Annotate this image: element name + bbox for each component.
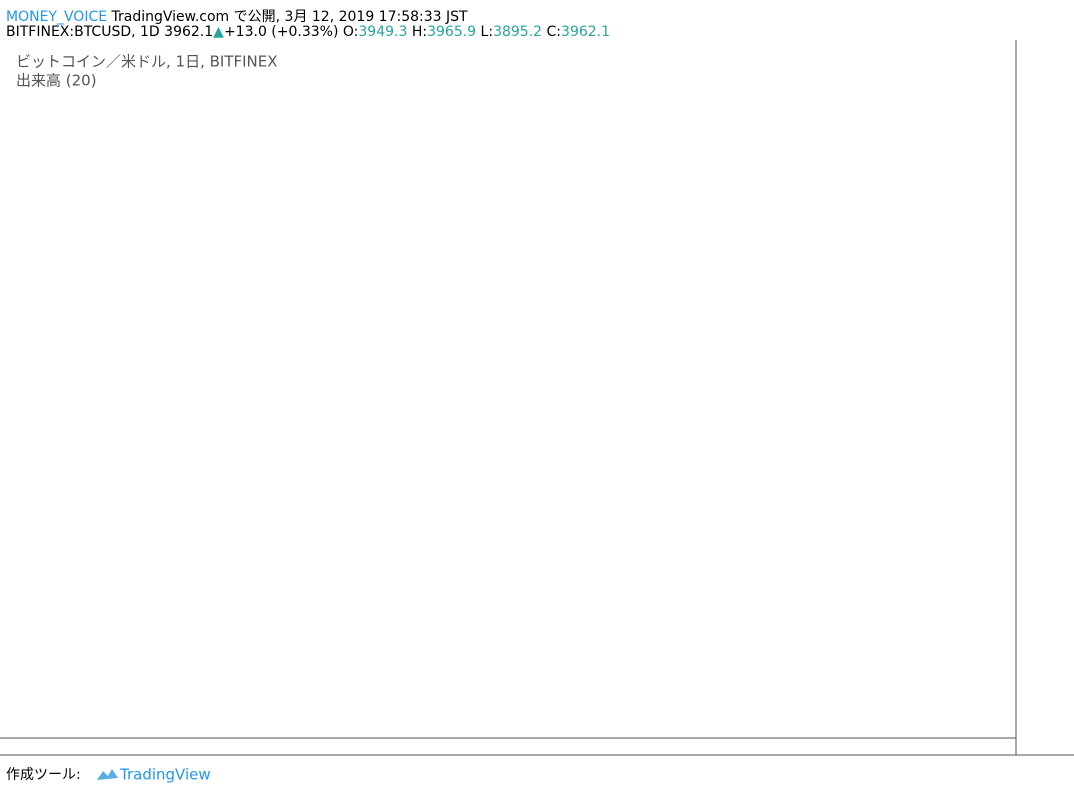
footer-brand[interactable]: TradingView <box>119 766 211 784</box>
close-value: 3962.1 <box>561 24 611 40</box>
low-label: L: <box>480 24 494 40</box>
volume-legend: 出来高 (20) <box>16 72 97 90</box>
change-arrow: ▲ <box>213 24 224 40</box>
price-axis-bg <box>1016 40 1074 755</box>
last-price: 3962.1 <box>164 24 214 40</box>
tv-logo <box>97 769 118 780</box>
open-value: 3949.3 <box>358 24 408 40</box>
symbol: BITFINEX:BTCUSD, 1D <box>6 24 160 40</box>
publisher[interactable]: MONEY_VOICE <box>6 9 108 25</box>
header-line-2: BITFINEX:BTCUSD, 1D 3962.1▲+13.0 (+0.33%… <box>6 24 610 40</box>
open-label: O: <box>342 24 359 40</box>
high-value: 3965.9 <box>427 24 477 40</box>
published: TradingView.com で公開, 3月 12, 2019 17:58:3… <box>111 9 468 25</box>
footer-label: 作成ツール: <box>6 767 81 783</box>
header-line-1: MONEY_VOICE TradingView.com で公開, 3月 12, … <box>6 6 468 26</box>
low-value: 3895.2 <box>493 24 543 40</box>
close-label: C: <box>546 24 562 40</box>
series-legend: ビットコイン／米ドル, 1日, BITFINEX <box>16 53 278 71</box>
change: +13.0 (+0.33%) <box>223 24 339 40</box>
high-label: H: <box>411 24 428 40</box>
